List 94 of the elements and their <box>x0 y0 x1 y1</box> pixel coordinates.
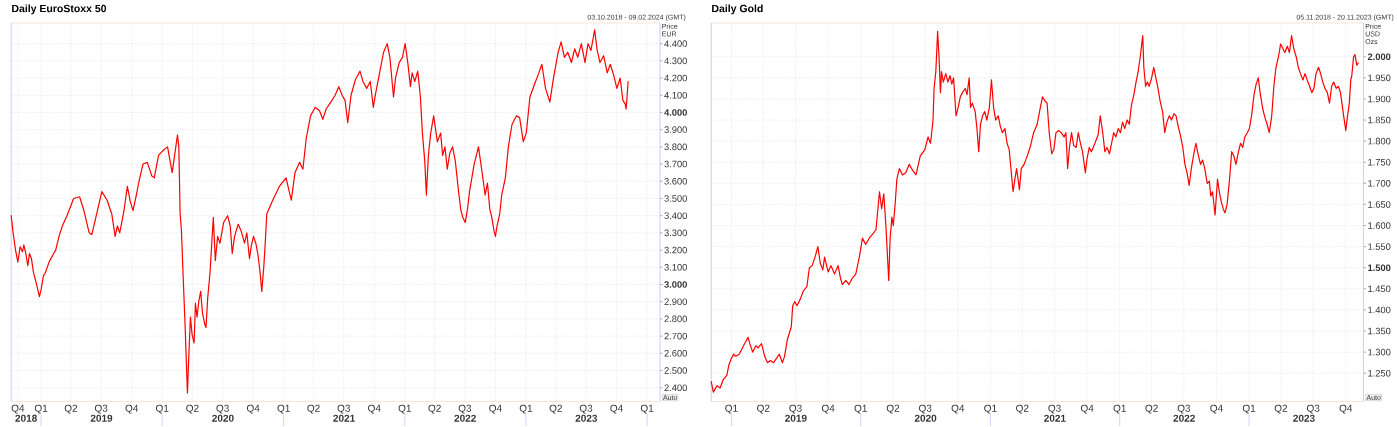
x-tick-label: Q2 <box>757 404 770 414</box>
x-tick-label: Q3 <box>919 404 932 414</box>
x2-tick-label: 2018 <box>15 414 37 422</box>
y-tick-label: 1.450 <box>1368 285 1391 293</box>
y-tick-label: 1.750 <box>1368 158 1391 166</box>
x-tick-label: Q1 <box>1242 404 1256 414</box>
x-tick-label: Q2 <box>549 404 562 414</box>
y-tick-label: 3.900 <box>664 126 687 133</box>
x-tick-label: Q3 <box>458 404 472 414</box>
y-tick-label: 4.300 <box>664 57 687 65</box>
y-tick-label: 3.100 <box>664 264 687 271</box>
x2-tick-label: 2022 <box>454 414 476 422</box>
y-tick-label: 1.550 <box>1368 243 1391 250</box>
x-tick-label: Q2 <box>186 404 199 414</box>
x-tick-label: Q1 <box>984 404 997 414</box>
x2-tick-label: 2019 <box>785 414 807 422</box>
x-tick-label: Q2 <box>428 404 441 414</box>
y-tick-label: 1.400 <box>1368 306 1391 314</box>
y-tick-label: 4.100 <box>664 91 687 99</box>
y-tick-label: 3.000 <box>664 281 687 288</box>
x-tick-label: Q4 <box>11 404 25 414</box>
y-tick-label: 2.800 <box>664 315 687 323</box>
x-tick-label: Q3 <box>1177 404 1191 414</box>
y-tick-label: 4.200 <box>664 74 687 82</box>
x-tick-label: Q4 <box>125 404 139 414</box>
x-tick-label: Q4 <box>368 404 381 414</box>
x2-tick-label: 2023 <box>575 414 598 422</box>
y-tick-label: 1.300 <box>1368 348 1391 356</box>
y-tick-label: 2.900 <box>664 298 687 305</box>
x-tick-label: Q2 <box>64 404 78 414</box>
y-tick-label: 3.700 <box>664 160 687 168</box>
y-tick-label: 3.800 <box>664 143 687 151</box>
x-tick-label: Q4 <box>489 404 502 414</box>
y-tick-label: 1.650 <box>1368 201 1391 208</box>
x-tick-label: Q1 <box>725 404 738 414</box>
x-tick-label: Q3 <box>216 404 229 414</box>
x-tick-label: Q1 <box>519 404 533 414</box>
x-tick-label: Q2 <box>1274 404 1288 414</box>
x-tick-label: Q4 <box>951 404 965 414</box>
x-tick-label: Q4 <box>821 404 835 414</box>
y-tick-label: 1.900 <box>1368 95 1391 103</box>
y-tick-label: 3.200 <box>664 246 687 254</box>
y-tick-label: 1.600 <box>1368 222 1391 229</box>
x-tick-label: Q1 <box>156 404 169 414</box>
y-tick-label: 4.000 <box>664 109 687 116</box>
x-tick-label: Q1 <box>854 404 867 414</box>
x2-tick-label: 2020 <box>212 414 234 422</box>
x-tick-label: Q3 <box>579 404 593 414</box>
y-tick-label: 3.400 <box>664 212 687 219</box>
x-tick-label: Q2 <box>1016 404 1029 414</box>
y-tick-label: 2.500 <box>664 367 687 374</box>
y-tick-label: 2.700 <box>664 332 687 340</box>
x-tick-label: Q3 <box>1048 404 1061 414</box>
line-series <box>10 29 629 394</box>
x2-tick-label: 2023 <box>1293 414 1315 422</box>
y-tick-label: 1.800 <box>1368 137 1391 145</box>
x2-tick-label: 2022 <box>1173 414 1195 422</box>
x-tick-label: Q2 <box>307 404 320 414</box>
y-tick-label: 1.700 <box>1368 180 1391 187</box>
y-tick-label: 3.600 <box>664 177 687 185</box>
x-tick-label: Q4 <box>1339 404 1353 414</box>
y-tick-label: 3.500 <box>664 195 687 202</box>
y-tick-label: 4.400 <box>664 40 687 47</box>
x-tick-label: Q4 <box>246 404 260 414</box>
x-tick-label: Q1 <box>277 404 290 414</box>
y-tick-label: 2.000 <box>1367 53 1391 61</box>
x-tick-label: Q2 <box>1145 404 1158 414</box>
x-tick-label: Q3 <box>789 404 802 414</box>
x2-tick-label: 2021 <box>333 414 355 422</box>
x-tick-label: Q1 <box>1113 404 1126 414</box>
x2-tick-label: 2019 <box>90 414 113 422</box>
y-tick-label: 1.250 <box>1368 369 1391 377</box>
x-tick-label: Q3 <box>94 404 108 414</box>
x-tick-label: Q4 <box>610 404 623 414</box>
x2-tick-label: 2021 <box>1044 414 1066 422</box>
x-tick-label: Q3 <box>1306 404 1320 414</box>
x-tick-label: Q2 <box>886 404 900 414</box>
y-tick-label: 1.850 <box>1368 116 1391 124</box>
y-tick-label: 2.400 <box>664 384 687 392</box>
y-tick-label: 1.350 <box>1368 327 1391 335</box>
x-tick-label: Q4 <box>1210 404 1223 414</box>
y-tick-label: 3.300 <box>664 229 687 237</box>
x-tick-label: Q1 <box>640 404 654 414</box>
x2-tick-label: 2020 <box>914 414 937 422</box>
x-tick-label: Q3 <box>337 404 350 414</box>
y-tick-label: 1.500 <box>1368 264 1391 272</box>
x-tick-label: Q1 <box>34 404 48 414</box>
x-tick-label: Q4 <box>1080 404 1094 414</box>
x-tick-label: Q1 <box>398 404 411 414</box>
chart-title: Daily Gold <box>712 4 763 15</box>
line-series <box>710 30 1359 393</box>
chart-title: Daily EuroStoxx 50 <box>12 4 107 15</box>
y-tick-label: 2.600 <box>664 350 687 357</box>
y-tick-label: 1.950 <box>1368 74 1391 82</box>
